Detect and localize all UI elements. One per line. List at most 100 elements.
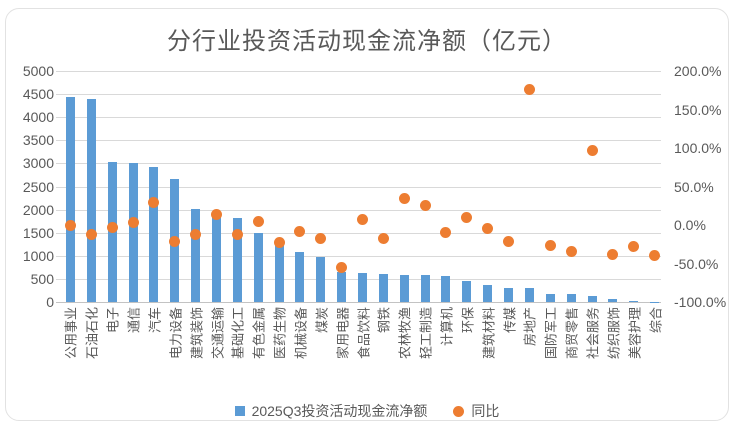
bar-机械设备 — [295, 252, 305, 302]
legend-item-yoy: 同比 — [453, 401, 499, 421]
right-axis-tick: 100.0% — [674, 140, 722, 156]
right-axis-tick: -100.0% — [674, 294, 727, 310]
bar-公用事业 — [65, 96, 75, 302]
category-label-商贸零售: 商贸零售 — [564, 307, 580, 360]
category-label-建筑材料: 建筑材料 — [481, 307, 497, 360]
category-label-电力设备: 电力设备 — [168, 307, 184, 360]
category-label-国防军工: 国防军工 — [543, 307, 559, 360]
bar-建筑材料 — [483, 284, 493, 302]
legend-item-bars: 2025Q3投资活动现金流净额 — [234, 401, 428, 421]
category-label-钢铁: 钢铁 — [376, 307, 392, 334]
bar-商贸零售 — [566, 294, 576, 302]
yoy-dot-电子 — [106, 221, 118, 233]
category-label-纺织服饰: 纺织服饰 — [606, 307, 622, 360]
legend-label: 2025Q3投资活动现金流净额 — [251, 403, 428, 419]
yoy-dot-建筑装饰 — [190, 228, 202, 240]
bar-建筑装饰 — [191, 208, 201, 302]
left-axis-tick: 2500 — [22, 178, 54, 195]
chart-title: 分行业投资活动现金流净额（亿元） — [167, 28, 567, 55]
gridline — [56, 71, 661, 72]
gridline — [56, 163, 661, 165]
category-label-轻工制造: 轻工制造 — [418, 307, 434, 360]
bar-通信 — [128, 163, 138, 302]
category-label-社会服务: 社会服务 — [585, 307, 601, 360]
yoy-dot-机械设备 — [294, 225, 306, 237]
left-axis-tick: 4000 — [22, 109, 54, 126]
category-label-交通运输: 交通运输 — [210, 307, 225, 360]
bar-农林牧渔 — [399, 274, 409, 302]
bar-钢铁 — [378, 273, 388, 302]
gridline — [56, 232, 661, 234]
category-label-房地产: 房地产 — [522, 307, 538, 347]
bar-纺织服饰 — [608, 299, 618, 302]
left-axis-tick: 3500 — [22, 132, 54, 149]
yoy-dot-有色金属 — [252, 216, 264, 228]
category-label-综合: 综合 — [648, 307, 664, 334]
bar-家用电器 — [337, 272, 347, 302]
category-label-家用电器: 家用电器 — [335, 307, 351, 360]
right-axis-tick: -50.0% — [674, 255, 719, 272]
bar-轻工制造 — [420, 275, 430, 302]
yoy-dot-石油石化 — [85, 228, 97, 240]
legend-circle-swatch — [453, 405, 465, 417]
bar-社会服务 — [587, 296, 597, 302]
category-label-传媒: 传媒 — [502, 307, 517, 334]
yoy-dot-纺织服饰 — [607, 248, 619, 260]
category-label-通信: 通信 — [126, 307, 142, 334]
right-axis-tick: 50.0% — [674, 178, 714, 195]
yoy-dot-房地产 — [523, 84, 535, 95]
legend-square-swatch — [234, 406, 245, 416]
right-axis-tick: 200.0% — [674, 63, 722, 79]
left-axis-tick: 4500 — [22, 86, 54, 103]
yoy-dot-国防军工 — [544, 239, 556, 251]
yoy-dot-环保 — [461, 211, 473, 223]
bar-美容护理 — [629, 300, 639, 302]
yoy-dot-社会服务 — [586, 144, 598, 156]
yoy-dot-食品饮料 — [357, 214, 368, 226]
left-axis-tick: 3000 — [22, 155, 54, 172]
category-label-基础化工: 基础化工 — [230, 307, 246, 360]
legend: 2025Q3投资活动现金流净额 同比 — [6, 401, 728, 421]
yoy-dot-通信 — [127, 217, 139, 229]
gridline — [56, 140, 661, 142]
category-label-环保: 环保 — [460, 307, 476, 334]
category-label-医药生物: 医药生物 — [272, 307, 288, 360]
gridline — [56, 255, 661, 257]
left-axis-tick: 1000 — [22, 247, 54, 264]
yoy-dot-轻工制造 — [419, 199, 431, 211]
right-axis-tick: 150.0% — [674, 101, 722, 118]
yoy-dot-商贸零售 — [565, 246, 577, 258]
left-axis-tick: 500 — [30, 270, 54, 287]
bar-煤炭 — [316, 257, 326, 302]
yoy-dot-医药生物 — [273, 237, 285, 249]
bar-基础化工 — [232, 218, 242, 302]
category-label-食品饮料: 食品饮料 — [356, 307, 371, 360]
bar-交通运输 — [212, 216, 221, 302]
category-label-电子: 电子 — [105, 307, 121, 334]
chart-card: 分行业投资活动现金流净额（亿元） 0 500 1000 1500 2000 2500 300… — [5, 8, 729, 421]
category-label-石油石化: 石油石化 — [84, 307, 100, 360]
bar-国防军工 — [545, 293, 555, 302]
yoy-dot-公用事业 — [64, 219, 76, 231]
left-axis-tick: 5000 — [22, 63, 54, 79]
bar-汽车 — [149, 166, 159, 302]
category-label-建筑装饰: 建筑装饰 — [189, 307, 205, 360]
bar-石油石化 — [86, 99, 96, 302]
left-axis-tick: 0 — [46, 294, 54, 310]
yoy-dot-汽车 — [148, 197, 160, 209]
category-label-农林牧渔: 农林牧渔 — [397, 307, 413, 360]
left-axis-tick: 1500 — [22, 224, 54, 241]
yoy-dot-传媒 — [503, 235, 514, 247]
category-label-有色金属: 有色金属 — [251, 307, 267, 360]
gridline — [56, 209, 661, 211]
category-label-计算机: 计算机 — [439, 307, 455, 347]
category-label-机械设备: 机械设备 — [293, 307, 309, 360]
bar-食品饮料 — [358, 273, 367, 302]
category-label-公用事业: 公用事业 — [63, 307, 79, 360]
yoy-dot-基础化工 — [231, 228, 243, 240]
yoy-dot-建筑材料 — [482, 222, 494, 234]
gridline — [56, 302, 661, 303]
bar-房地产 — [524, 288, 534, 302]
gridline — [56, 117, 661, 119]
yoy-dot-家用电器 — [336, 261, 348, 273]
